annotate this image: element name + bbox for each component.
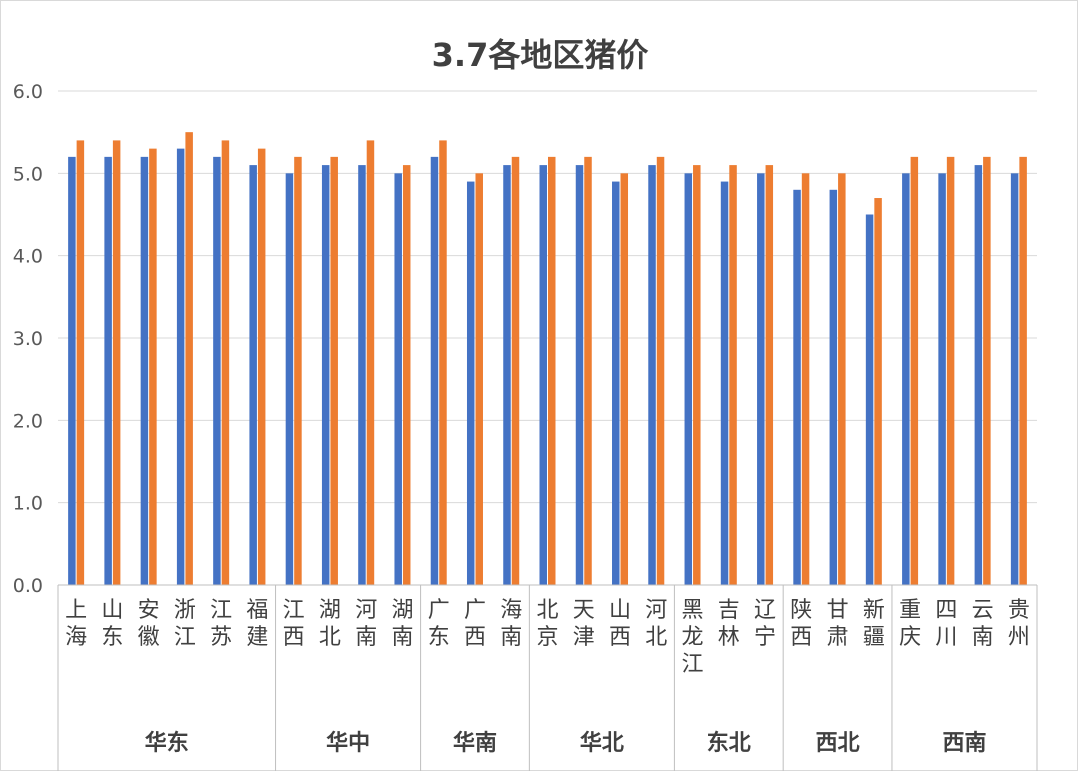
x-tick-label: 天津 bbox=[573, 598, 595, 650]
bar-series-2 bbox=[185, 132, 193, 585]
bar-series-1 bbox=[648, 165, 656, 585]
bar-series-1 bbox=[612, 181, 620, 586]
bar-series-1 bbox=[394, 173, 402, 586]
x-tick-label: 广西 bbox=[464, 598, 486, 650]
group-label: 华北 bbox=[580, 730, 624, 756]
bar-series-2 bbox=[149, 148, 157, 585]
bar-series-2 bbox=[548, 156, 556, 585]
x-tick-label: 上海 bbox=[65, 598, 87, 650]
x-tick-label: 陕西 bbox=[790, 598, 812, 650]
bar-series-1 bbox=[68, 156, 76, 585]
x-tick-label: 吉林 bbox=[718, 598, 740, 650]
x-tick-label: 福建 bbox=[246, 598, 268, 650]
bar-series-1 bbox=[539, 165, 547, 585]
bar-series-2 bbox=[801, 173, 810, 586]
bar-series-1 bbox=[684, 173, 693, 586]
x-tick-label: 黑龙江 bbox=[682, 598, 704, 677]
bar-series-1 bbox=[829, 189, 838, 586]
bar-series-1 bbox=[793, 189, 801, 586]
bar-series-1 bbox=[104, 156, 112, 585]
bar-series-2 bbox=[366, 140, 375, 585]
x-tick-label: 海南 bbox=[500, 598, 522, 650]
bar-series-2 bbox=[76, 140, 85, 585]
x-tick-label: 山西 bbox=[609, 598, 631, 650]
chart-title: 3.7各地区猪价 bbox=[431, 36, 649, 74]
bar-series-2 bbox=[838, 173, 846, 586]
x-tick-label: 河北 bbox=[645, 598, 667, 650]
x-tick-label: 甘肃 bbox=[827, 598, 849, 650]
x-tick-label: 江西 bbox=[283, 598, 305, 650]
x-tick-label: 江苏 bbox=[210, 598, 232, 650]
x-tick-label: 四川 bbox=[935, 598, 957, 650]
x-tick-label: 重庆 bbox=[899, 598, 921, 650]
bar-series-2 bbox=[693, 165, 701, 585]
bar-series-2 bbox=[874, 198, 882, 586]
group-label: 西北 bbox=[816, 731, 860, 756]
y-tick-label: 1.0 bbox=[13, 493, 43, 515]
bar-series-2 bbox=[584, 156, 592, 585]
group-label: 华中 bbox=[326, 730, 370, 756]
bar-series-2 bbox=[439, 140, 447, 585]
y-tick-label: 2.0 bbox=[13, 410, 43, 432]
bar-series-2 bbox=[402, 165, 411, 585]
bar-series-2 bbox=[656, 156, 665, 585]
bar-series-1 bbox=[321, 165, 330, 585]
bar-series-2 bbox=[729, 165, 737, 585]
bar-series-1 bbox=[865, 214, 874, 585]
y-tick-label: 4.0 bbox=[13, 246, 43, 268]
bar-series-2 bbox=[294, 156, 302, 585]
bar-series-1 bbox=[176, 148, 185, 585]
bar-series-1 bbox=[503, 165, 511, 585]
x-tick-label: 浙江 bbox=[174, 598, 196, 650]
x-tick-label: 湖北 bbox=[319, 598, 341, 650]
bar-series-1 bbox=[285, 173, 294, 586]
group-label: 西南 bbox=[942, 731, 986, 756]
bar-series-2 bbox=[983, 156, 991, 585]
group-label: 东北 bbox=[707, 730, 751, 756]
x-tick-label: 云南 bbox=[972, 598, 994, 650]
bar-series-2 bbox=[330, 156, 338, 585]
x-tick-label: 北京 bbox=[536, 598, 558, 650]
bar-series-1 bbox=[430, 156, 439, 585]
bar-series-1 bbox=[938, 173, 946, 586]
y-tick-label: 0.0 bbox=[13, 575, 43, 597]
bar-series-1 bbox=[974, 165, 983, 585]
x-tick-label: 湖南 bbox=[391, 598, 413, 650]
x-tick-label: 安徽 bbox=[138, 598, 160, 650]
bar-series-1 bbox=[140, 156, 149, 585]
y-tick-label: 6.0 bbox=[13, 81, 43, 103]
bar-series-2 bbox=[112, 140, 121, 585]
bar-series-2 bbox=[511, 156, 520, 585]
bar-series-2 bbox=[1019, 156, 1027, 585]
bar-series-1 bbox=[757, 173, 765, 586]
group-label: 华东 bbox=[145, 730, 189, 756]
group-label: 华南 bbox=[453, 730, 497, 756]
bar-series-1 bbox=[1010, 173, 1019, 586]
bar-series-2 bbox=[475, 173, 483, 586]
x-tick-label: 辽宁 bbox=[754, 598, 776, 650]
bar-series-2 bbox=[620, 173, 629, 586]
bar-series-1 bbox=[575, 165, 584, 585]
bar-series-2 bbox=[221, 140, 230, 585]
x-tick-label: 山东 bbox=[101, 598, 123, 650]
bar-series-1 bbox=[720, 181, 729, 586]
bar-series-1 bbox=[466, 181, 475, 586]
bar-series-1 bbox=[213, 156, 221, 585]
bar-series-2 bbox=[910, 156, 919, 585]
bar-series-1 bbox=[902, 173, 910, 586]
bar-series-2 bbox=[946, 156, 955, 585]
y-tick-label: 3.0 bbox=[13, 328, 43, 350]
x-tick-label: 河南 bbox=[355, 598, 377, 650]
bar-series-1 bbox=[249, 165, 257, 585]
bar-series-2 bbox=[765, 165, 774, 585]
x-tick-label: 新疆 bbox=[863, 598, 885, 650]
bar-series-1 bbox=[358, 165, 366, 585]
y-tick-label: 5.0 bbox=[13, 163, 43, 185]
x-tick-label: 广东 bbox=[428, 598, 450, 650]
bar-series-2 bbox=[257, 148, 266, 585]
x-tick-label: 贵州 bbox=[1008, 598, 1030, 650]
